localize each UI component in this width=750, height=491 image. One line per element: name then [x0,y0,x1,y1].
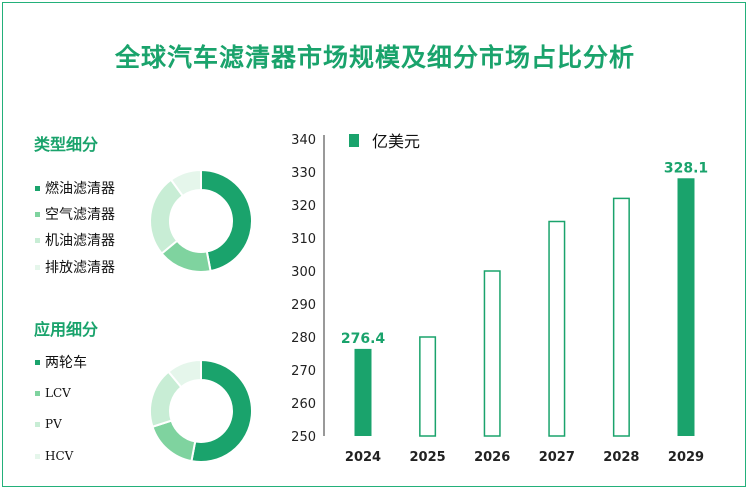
type-donut-chart [149,168,253,273]
bar-2025 [419,336,437,437]
y-tick-label: 270 [291,364,316,379]
type-section-title: 类型细分 [34,135,99,154]
application-donut-chart [149,358,253,463]
legend-label: LCV [45,386,71,400]
application-section-title: 应用细分 [34,320,99,339]
donut-slice-4 [167,358,202,389]
y-tick-label: 310 [291,232,316,247]
application-legend-item: HCV [35,449,73,463]
legend-swatch [35,185,40,191]
y-tick-label: 320 [291,199,316,214]
legend-swatch [349,134,359,147]
type-legend-item: 空气滤清器 [35,204,115,224]
legend-label: 空气滤清器 [45,207,115,223]
bar-2029 [677,178,695,436]
page-title: 全球汽车滤清器市场规模及细分市场占比分析 [114,43,635,72]
legend-label: HCV [45,449,74,463]
legend-label: PV [45,417,62,431]
x-tick-label: 2028 [603,450,639,465]
type-legend-item: 机油滤清器 [35,230,115,250]
y-tick-label: 300 [291,265,316,280]
legend-swatch [35,390,40,396]
bar-2028 [612,197,630,437]
bar-2027 [548,220,566,437]
legend-swatch [35,237,40,243]
application-legend-item: LCV [35,386,71,400]
y-tick-label: 340 [291,133,316,148]
x-tick-label: 2024 [345,450,381,465]
data-label: 276.4 [341,331,386,347]
y-tick-label: 260 [291,397,316,412]
type-legend-item: 排放滤清器 [35,257,115,277]
legend-swatch [35,421,40,427]
legend-label: 两轮车 [45,355,87,371]
application-legend-item: PV [35,417,62,431]
legend-swatch [35,453,40,459]
bar-2026 [483,270,501,437]
x-tick-label: 2025 [410,450,446,465]
legend-label: 排放滤清器 [45,260,115,276]
legend-swatch [35,264,40,270]
y-tick-label: 250 [291,430,316,445]
legend-label: 机油滤清器 [45,233,115,249]
y-tick-label: 330 [291,166,316,181]
x-tick-label: 2029 [668,450,704,465]
x-tick-label: 2026 [474,450,510,465]
donut-slice-1 [200,168,253,273]
application-legend-item: 两轮车 [35,352,87,372]
legend-swatch [35,211,40,217]
y-tick-label: 290 [291,298,316,313]
donut-slice-4 [169,168,202,198]
bar-2024 [354,348,372,436]
legend-label: 燃油滤清器 [45,181,115,197]
y-tick-label: 280 [291,331,316,346]
data-label: 328.1 [664,160,708,176]
legend-label: 亿美元 [372,132,420,151]
donut-slice-1 [190,358,253,463]
x-tick-label: 2027 [539,450,575,465]
type-legend-item: 燃油滤清器 [35,178,115,198]
legend-swatch [35,359,40,365]
